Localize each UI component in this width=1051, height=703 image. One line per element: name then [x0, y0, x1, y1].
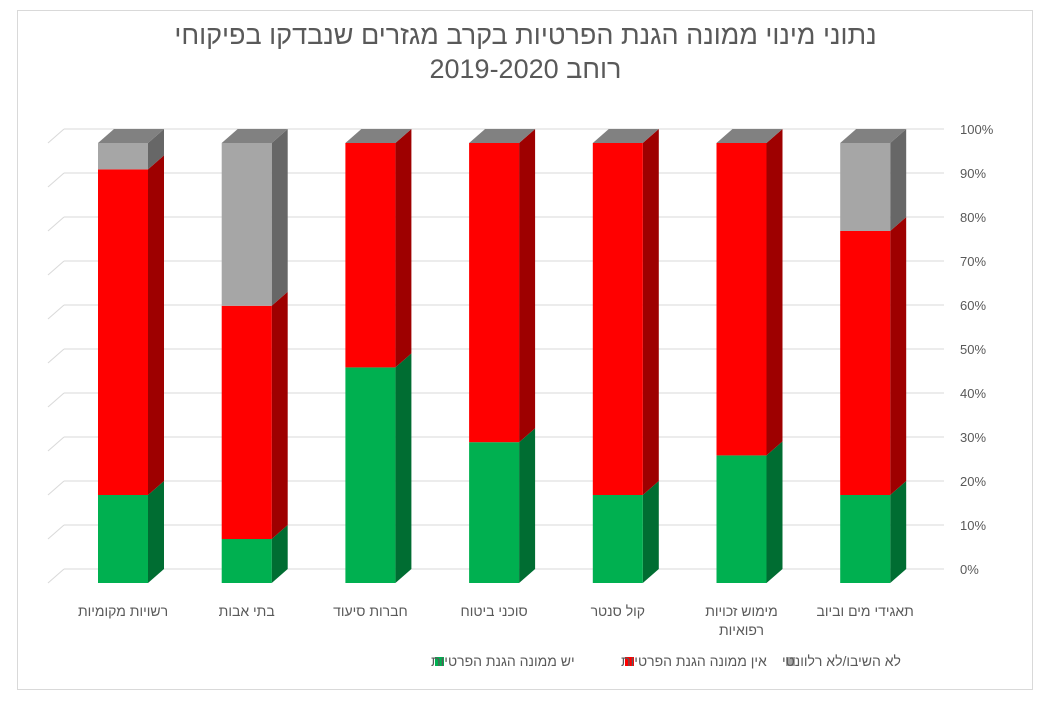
bar-segment: [221, 539, 272, 583]
bar-top: [469, 129, 536, 143]
bar-segment: [221, 143, 272, 306]
bar-top: [592, 129, 659, 143]
bar-top: [716, 129, 783, 143]
gridline-depth: [47, 260, 65, 276]
gridline-depth: [47, 304, 65, 320]
gridline-depth: [47, 568, 65, 584]
bar-top: [345, 129, 412, 143]
bar-side: [890, 217, 907, 495]
bar-segment: [716, 143, 767, 456]
chart-title: נתוני מינוי ממונה הגנת הפרטיות בקרב מגזר…: [0, 18, 1051, 86]
legend-label: לא השיבו/לא רלוונטי: [782, 653, 901, 669]
bar-segment: [469, 442, 520, 583]
x-category-label: תאגידי מים וביוב: [817, 603, 914, 619]
bar-side: [519, 129, 536, 443]
x-category-label: סוכני ביטוח: [461, 603, 528, 619]
y-tick-label: 50%: [960, 342, 986, 357]
bar-top: [221, 129, 288, 143]
bar-side: [766, 129, 783, 456]
bar-side: [271, 291, 288, 539]
bar-segment: [98, 169, 148, 495]
gridline-depth: [47, 392, 65, 408]
bar-side: [148, 481, 164, 583]
bar-side: [271, 525, 288, 583]
bar-side: [395, 129, 412, 368]
gridline-depth: [47, 480, 65, 496]
bar-side: [395, 353, 412, 583]
bar-segment: [592, 143, 643, 495]
bar-segment: [592, 495, 643, 583]
bar-side: [766, 441, 783, 583]
gridline-depth: [47, 128, 65, 144]
bar-side: [890, 129, 907, 231]
gridline-depth: [47, 216, 65, 232]
y-tick-label: 30%: [960, 430, 986, 445]
bar-side: [642, 129, 659, 495]
y-tick-label: 0%: [960, 562, 979, 577]
bar-segment: [840, 231, 891, 495]
bar-side: [890, 481, 907, 583]
bar-top: [98, 129, 164, 143]
bar-segment: [98, 143, 148, 170]
bar-side: [519, 428, 536, 583]
x-category-label: רפואיות: [719, 622, 764, 638]
y-tick-label: 40%: [960, 386, 986, 401]
legend-swatch: [625, 657, 634, 666]
legend-swatch: [435, 657, 444, 666]
chart-title-line-1: נתוני מינוי ממונה הגנת הפרטיות בקרב מגזר…: [174, 20, 877, 50]
bar-segment: [716, 455, 767, 583]
y-tick-label: 70%: [960, 254, 986, 269]
x-category-label: מימוש זכויות: [705, 603, 778, 619]
bar-segment: [840, 143, 891, 231]
bar-segment: [840, 495, 891, 583]
bar-segment: [469, 143, 520, 443]
gridline-depth: [47, 348, 65, 364]
y-tick-label: 100%: [960, 122, 994, 137]
chart-title-line-2: רוחב 2019-2020: [429, 54, 622, 84]
gridline-depth: [47, 172, 65, 188]
bar-side: [642, 481, 659, 583]
legend-label: יש ממונה הגנת הפרטיות: [431, 653, 575, 669]
bar-side: [148, 155, 164, 495]
y-tick-label: 20%: [960, 474, 986, 489]
x-category-label: רשויות מקומיות: [78, 603, 168, 619]
x-category-label: חברות סיעוד: [333, 603, 408, 619]
y-tick-label: 60%: [960, 298, 986, 313]
gridline-depth: [47, 436, 65, 452]
y-tick-label: 80%: [960, 210, 986, 225]
bar-top: [840, 129, 907, 143]
legend-label: אין ממונה הגנת הפרטיות: [621, 653, 767, 669]
bar-segment: [345, 367, 396, 583]
bar-segment: [221, 305, 272, 539]
x-category-label: בתי אבות: [219, 603, 275, 619]
gridline-depth: [47, 524, 65, 540]
x-category-label: קול סנטר: [591, 603, 645, 619]
bar-segment: [345, 143, 396, 368]
legend-swatch: [786, 657, 795, 666]
bar-side: [271, 129, 288, 306]
bar-side: [148, 129, 164, 170]
y-tick-label: 10%: [960, 518, 986, 533]
y-tick-label: 90%: [960, 166, 986, 181]
bar-segment: [98, 495, 148, 583]
